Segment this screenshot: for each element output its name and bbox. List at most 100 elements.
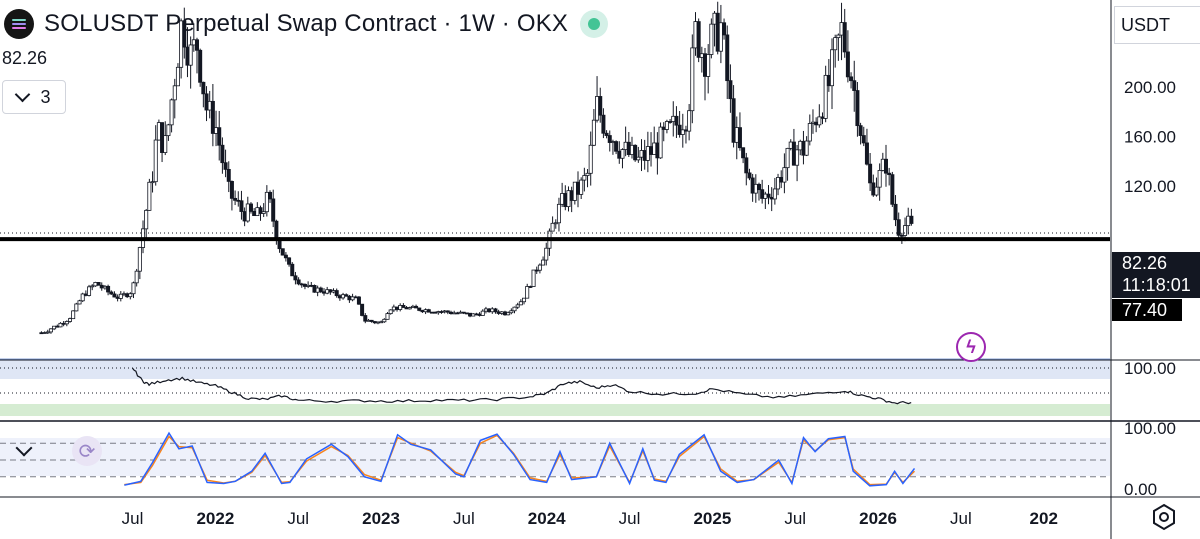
candle-body <box>887 172 892 176</box>
candle-body <box>385 313 390 320</box>
chevron-down-icon <box>15 86 31 103</box>
candle-body <box>163 135 168 153</box>
candle-body <box>845 51 850 78</box>
candle-body <box>906 215 911 227</box>
candle-body <box>52 325 57 330</box>
candle-body <box>160 122 165 153</box>
candle-body <box>458 311 463 314</box>
candle-body <box>791 141 796 166</box>
candle-body <box>661 126 666 130</box>
currency-selector[interactable]: USDT <box>1114 6 1200 44</box>
candle-body <box>518 301 523 306</box>
level-price-label: 77.40 <box>1112 299 1182 321</box>
candle-body <box>356 296 361 305</box>
candle-body <box>99 284 104 289</box>
symbol-title[interactable]: SOLUSDT Perpetual Swap Contract · 1W · O… <box>44 10 569 37</box>
lightning-icon[interactable]: ϟ <box>956 332 986 362</box>
candle-body <box>776 177 781 190</box>
candle-body <box>67 318 72 322</box>
candle-body <box>576 181 581 195</box>
last-price-label: 82.26 11:18:01 <box>1112 252 1200 298</box>
candle-body <box>414 305 419 309</box>
candle-body <box>452 312 457 315</box>
chart-header: SOLUSDT Perpetual Swap Contract · 1W · O… <box>0 8 609 40</box>
candle-body <box>398 305 403 310</box>
candle-body <box>93 282 98 287</box>
candle-body <box>683 129 688 132</box>
candle-body <box>436 311 441 314</box>
candle-body <box>283 254 288 259</box>
candle-body <box>169 99 174 126</box>
candle-body <box>433 311 438 314</box>
candle-body <box>823 74 828 119</box>
candle-body <box>322 291 327 294</box>
candle-body <box>890 174 895 205</box>
candle-body <box>801 140 806 156</box>
candle-body <box>118 293 123 299</box>
candle-body <box>639 150 644 158</box>
candle-body <box>868 163 873 184</box>
candle-body <box>842 22 847 53</box>
stoch-collapse-button[interactable] <box>4 436 46 470</box>
candle-body <box>734 127 739 143</box>
candle-body <box>750 177 755 194</box>
candle-body <box>464 312 469 315</box>
candle-body <box>77 300 82 305</box>
time-tick-label: Jul <box>287 509 309 528</box>
candle-body <box>499 311 504 314</box>
candle-body <box>515 304 520 308</box>
candle-body <box>80 293 85 302</box>
candle-body <box>610 141 615 143</box>
candle-body <box>42 332 47 334</box>
candle-body <box>344 294 349 297</box>
time-tick-label: 2024 <box>528 509 566 528</box>
candle-body <box>509 310 514 314</box>
candle-body <box>741 147 746 159</box>
candle-body <box>760 189 765 199</box>
candle-body <box>258 207 263 214</box>
candle-body <box>506 312 511 316</box>
candle-body <box>747 172 752 179</box>
candle-body <box>426 309 431 313</box>
candle-body <box>795 149 800 166</box>
sync-icon[interactable]: ⟳ <box>72 436 102 466</box>
candle-body <box>756 183 761 191</box>
settings-icon[interactable] <box>1150 503 1178 531</box>
candle-body <box>782 167 787 183</box>
candle-body <box>591 119 596 146</box>
candle-body <box>836 34 841 39</box>
candle-body <box>699 53 704 58</box>
candle-body <box>807 123 812 142</box>
candle-body <box>871 182 876 196</box>
candle-body <box>649 146 654 155</box>
candle-body <box>407 307 412 310</box>
candle-body <box>71 310 76 320</box>
candle-body <box>658 126 663 159</box>
candle-body <box>296 279 301 285</box>
candle-body <box>395 306 400 310</box>
candle-body <box>703 53 708 77</box>
stoch-tick-label: 100.00 <box>1124 419 1176 438</box>
candle-body <box>214 127 219 134</box>
candle-body <box>220 144 225 164</box>
candle-body <box>248 203 253 212</box>
candle-body <box>820 116 825 119</box>
candle-body <box>245 203 250 222</box>
time-tick-label: 202 <box>1030 509 1058 528</box>
candle-body <box>420 310 425 313</box>
candle-body <box>198 49 203 83</box>
candle-body <box>191 39 196 46</box>
bar-countdown: 11:18:01 <box>1122 275 1191 295</box>
stoch-k-line <box>124 431 916 487</box>
candle-body <box>153 139 158 183</box>
candle-body <box>601 114 606 134</box>
candle-body <box>363 315 368 322</box>
candle-body <box>899 234 904 237</box>
time-tick-label: Jul <box>122 509 144 528</box>
candle-body <box>493 308 498 313</box>
candle-body <box>48 328 53 333</box>
candle-body <box>150 181 155 184</box>
candle-body <box>582 175 587 181</box>
collapse-indicators-button[interactable]: 3 <box>2 80 66 114</box>
